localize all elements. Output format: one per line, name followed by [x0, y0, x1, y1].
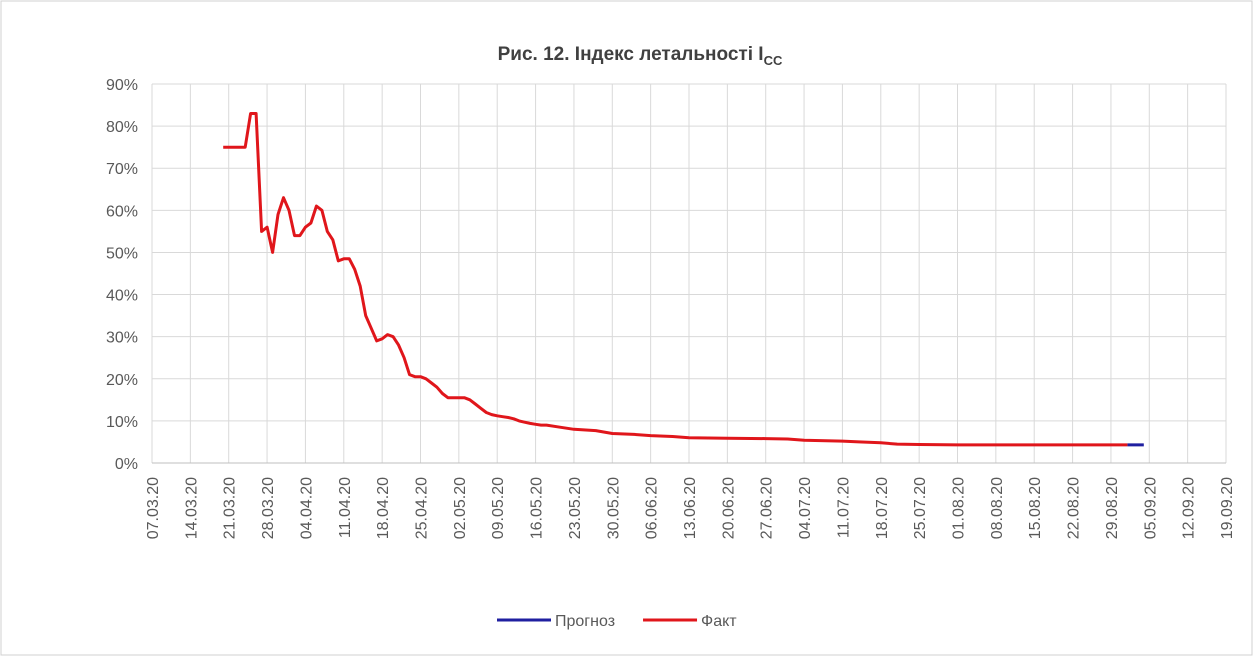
- y-tick-label: 50%: [106, 245, 138, 262]
- x-tick-label: 14.03.20: [183, 477, 200, 539]
- legend-label: Факт: [701, 613, 737, 630]
- x-tick-label: 21.03.20: [222, 477, 239, 539]
- x-tick-label: 18.04.20: [375, 477, 392, 539]
- y-tick-label: 30%: [106, 330, 138, 347]
- y-tick-label: 10%: [106, 414, 138, 431]
- series-line: [223, 112, 1128, 447]
- x-tick-label: 22.08.20: [1066, 477, 1083, 539]
- x-tick-label: 12.09.20: [1181, 477, 1198, 539]
- x-tick-label: 18.07.20: [874, 477, 891, 539]
- x-tick-label: 30.05.20: [605, 477, 622, 539]
- x-tick-label: 01.08.20: [951, 477, 968, 539]
- x-tick-label: 23.05.20: [567, 477, 584, 539]
- x-tick-label: 08.08.20: [989, 477, 1006, 539]
- x-tick-label: 09.05.20: [490, 477, 507, 539]
- legend-label: Прогноз: [555, 613, 615, 630]
- y-tick-label: 80%: [106, 119, 138, 136]
- x-tick-label: 19.09.20: [1219, 477, 1236, 539]
- title-text: Рис. 12. Індекс летальності I: [498, 44, 764, 65]
- x-tick-label: 28.03.20: [260, 477, 277, 539]
- x-tick-label: 07.03.20: [145, 477, 162, 539]
- x-tick-label: 25.07.20: [912, 477, 929, 539]
- y-tick-label: 20%: [106, 372, 138, 389]
- x-tick-label: 16.05.20: [529, 477, 546, 539]
- x-tick-label: 05.09.20: [1142, 477, 1159, 539]
- x-tick-label: 15.08.20: [1027, 477, 1044, 539]
- x-tick-label: 27.06.20: [759, 477, 776, 539]
- x-tick-label: 29.08.20: [1104, 477, 1121, 539]
- y-tick-label: 90%: [106, 77, 138, 94]
- title-subscript: CC: [764, 53, 783, 68]
- x-tick-label: 02.05.20: [452, 477, 469, 539]
- y-tick-label: 40%: [106, 288, 138, 305]
- x-tick-label: 11.07.20: [835, 477, 852, 538]
- chart-title: Рис. 12. Індекс летальності ICC: [498, 44, 783, 68]
- x-tick-label: 20.06.20: [720, 477, 737, 539]
- y-tick-label: 60%: [106, 203, 138, 220]
- x-tick-label: 25.04.20: [414, 477, 431, 539]
- y-tick-label: 0%: [115, 456, 138, 473]
- x-tick-label: 04.04.20: [298, 477, 315, 539]
- x-tick-label: 06.06.20: [644, 477, 661, 539]
- x-tick-label: 11.04.20: [337, 477, 354, 538]
- y-tick-label: 70%: [106, 161, 138, 178]
- x-tick-label: 04.07.20: [797, 477, 814, 539]
- x-tick-label: 13.06.20: [682, 477, 699, 539]
